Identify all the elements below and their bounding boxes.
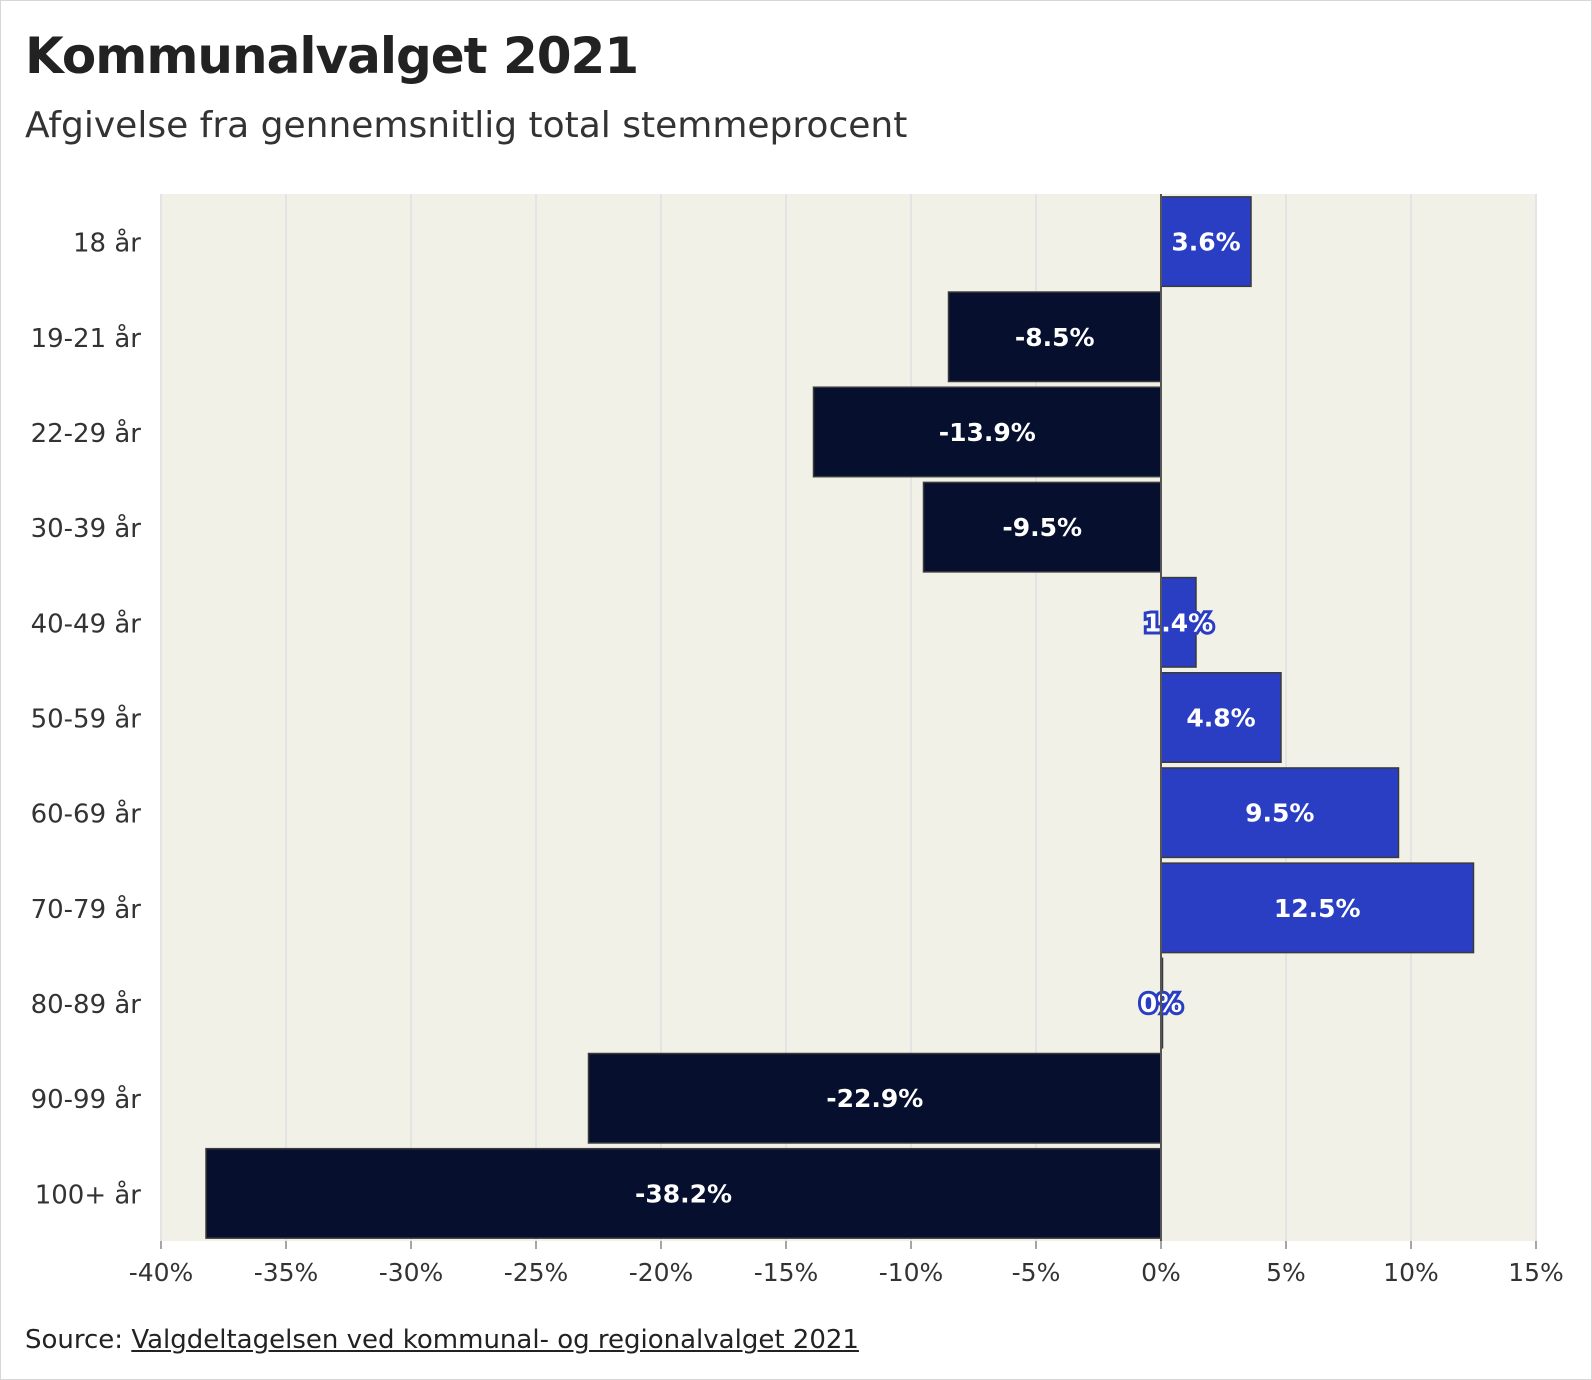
x-tick-label: 5% <box>1266 1258 1306 1287</box>
bar-chart: 18 år 3.6% 19-21 år -8.5% 22-29 år -13.9% 30-3… <box>31 194 1564 1287</box>
y-tick-label: 80-89 år <box>31 989 142 1020</box>
chart-subtitle: Afgivelse fra gennemsnitlig total stemme… <box>25 105 908 146</box>
data-label: -38.2% <box>635 1179 732 1208</box>
x-tick-label: -35% <box>254 1258 319 1287</box>
source-prefix: Source: <box>25 1325 132 1355</box>
y-tick-label: 50-59 år <box>31 704 142 735</box>
y-tick-label: 22-29 år <box>31 418 142 449</box>
x-tick-label: -30% <box>379 1258 444 1287</box>
x-tick-label: -20% <box>629 1258 694 1287</box>
data-label: -13.9% <box>939 418 1036 447</box>
data-label: 12.5% <box>1274 894 1361 923</box>
x-tick-label: -5% <box>1012 1258 1061 1287</box>
data-label: 4.8% <box>1186 704 1255 733</box>
y-tick-label: 90-99 år <box>31 1084 142 1115</box>
y-tick-label: 70-79 år <box>31 894 142 925</box>
bar <box>1160 576 1197 668</box>
data-label: -8.5% <box>1015 323 1095 352</box>
bar <box>1160 862 1475 954</box>
bar <box>1160 767 1400 859</box>
y-tick-label: 18 år <box>73 228 141 259</box>
y-tick-label: 30-39 år <box>31 513 142 544</box>
x-tick-label: 10% <box>1383 1258 1439 1287</box>
x-tick-label: -40% <box>129 1258 194 1287</box>
chart-title: Kommunalvalget 2021 <box>25 27 639 85</box>
x-tick-label: -15% <box>754 1258 819 1287</box>
source-note: Source: Valgdeltagelsen ved kommunal- og… <box>25 1325 859 1355</box>
data-label: 9.5% <box>1245 799 1314 828</box>
y-tick-label: 40-49 år <box>31 608 142 639</box>
x-tick-label: 0% <box>1141 1258 1181 1287</box>
data-label: -9.5% <box>1002 513 1082 542</box>
y-tick-label: 60-69 år <box>31 799 142 830</box>
y-tick-label: 19-21 år <box>31 323 142 354</box>
x-tick-label: 15% <box>1508 1258 1564 1287</box>
x-tick-label: -10% <box>879 1258 944 1287</box>
data-label: -22.9% <box>826 1084 923 1113</box>
source-link[interactable]: Valgdeltagelsen ved kommunal- og regiona… <box>131 1325 859 1355</box>
data-label: 3.6% <box>1171 228 1240 257</box>
x-tick-label: -25% <box>504 1258 569 1287</box>
y-tick-label: 100+ år <box>35 1179 142 1210</box>
bar <box>587 1052 1162 1144</box>
data-label: 1.4% <box>1144 608 1213 637</box>
bar <box>947 291 1162 383</box>
bar <box>812 386 1162 478</box>
